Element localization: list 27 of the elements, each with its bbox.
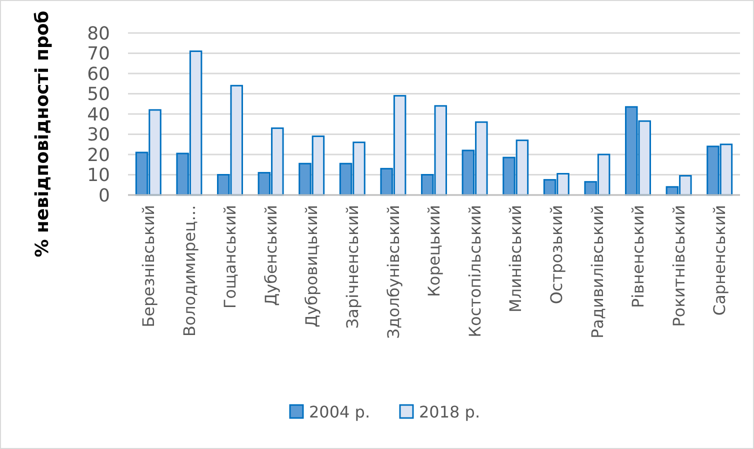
x-tick-label: Дубровицький xyxy=(302,205,322,328)
y-tick-label: 70 xyxy=(87,44,110,65)
x-tick-label: Корецький xyxy=(424,205,444,297)
y-tick-label: 40 xyxy=(87,104,110,126)
x-tick-label: Острозький xyxy=(547,205,566,304)
x-tick-label: Сарненський xyxy=(710,205,730,316)
x-tick-label: Березнівський xyxy=(139,205,158,328)
y-tick-label: 60 xyxy=(87,64,110,85)
x-tick-label: Костопільський xyxy=(465,205,484,338)
x-tick-label: Млинівський xyxy=(506,205,526,312)
y-axis-title: % невідповідності проб xyxy=(32,10,53,258)
x-tick-label: Рокитнівський xyxy=(669,205,688,327)
x-tick-label: Зарічненський xyxy=(343,205,362,329)
y-tick-label: 20 xyxy=(87,144,110,166)
y-tick-label: 30 xyxy=(87,124,110,146)
legend-label: 2018 р. xyxy=(419,402,480,422)
x-tick-label: Дубенський xyxy=(261,205,280,306)
x-tick-label: Гощанський xyxy=(220,205,240,309)
y-tick-label: 10 xyxy=(87,165,110,186)
x-tick-label: Рівненський xyxy=(628,205,648,308)
y-tick-label: 0 xyxy=(98,185,110,206)
x-tick-label: Здолбунівський xyxy=(384,205,403,339)
legend-label: 2004 р. xyxy=(309,402,370,422)
y-tick-label: 80 xyxy=(87,23,110,44)
x-tick-label: Володимирец… xyxy=(180,205,199,337)
x-tick-label: Радивилівський xyxy=(588,205,607,339)
y-tick-label: 50 xyxy=(87,84,110,106)
